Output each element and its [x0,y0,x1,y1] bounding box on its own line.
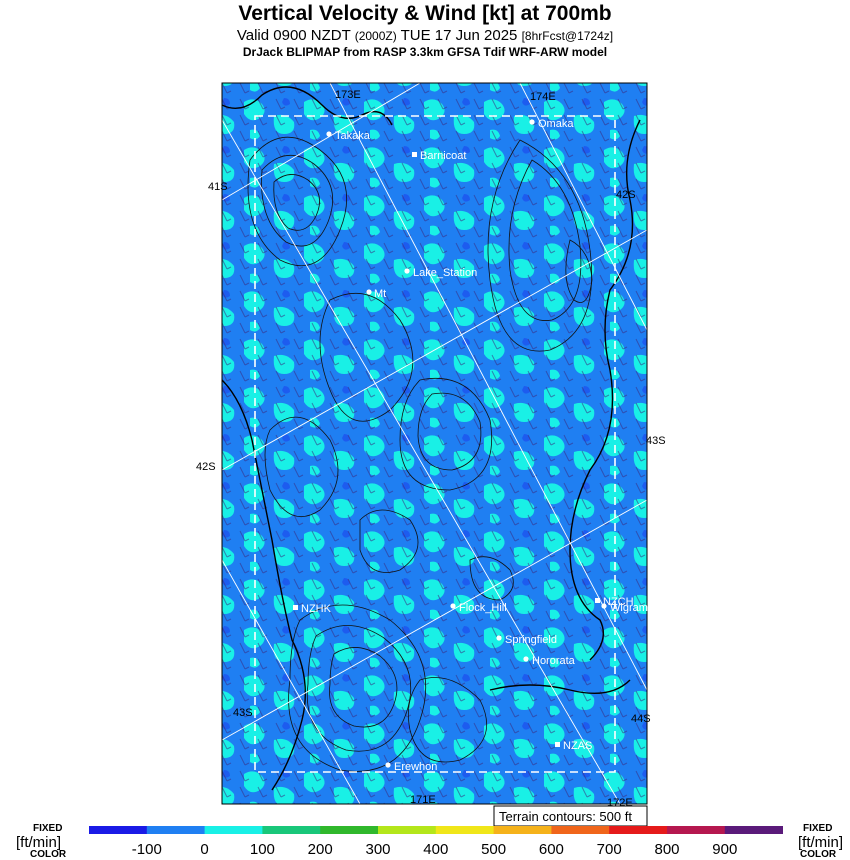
model-subtitle: DrJack BLIPMAP from RASP 3.3km GFSA Tdif… [242,45,608,59]
map-frame [221,82,648,805]
grid-label-43s-right: 43S [646,435,666,447]
colorbar-tick-label: 200 [308,841,333,858]
colorbar-tick-label: 800 [654,841,679,858]
colorbar-tick-label: 100 [250,841,275,858]
colorbar-tick-label: 700 [597,841,622,858]
valid-prefix: Valid 0900 NZDT [236,27,351,44]
colorbar-segment [89,826,148,834]
locations: Takaka Omaka Barnicoat Lake_Station Mt N… [293,118,648,773]
colorbar-segment [493,826,552,834]
location-nzas: NZAS [563,740,592,752]
colorbar-segment [667,826,726,834]
colorbar-tick-label: 0 [200,841,208,858]
colorbar-segment [435,826,494,834]
valid-time-line: Valid 0900 NZDT (2000Z) TUE 17 Jun 2025 … [0,27,850,44]
grid-label-41s: 41S [208,181,228,193]
grid-label-171e: 171E [410,794,436,806]
location-hororata: Hororata [532,655,576,667]
location-takaka: Takaka [335,130,371,142]
colorbar-tick-label: 600 [539,841,564,858]
units-label-left: [ft/min] [16,834,61,851]
colorbar-segment [378,826,437,834]
grid-label-44s: 44S [631,713,651,725]
fixed-label-left: FIXED [33,823,62,834]
grid-label-173e: 173E [335,89,361,101]
fixed-label-right: FIXED [803,823,832,834]
colorbar-segment [609,826,668,834]
grid-label-174e: 174E [530,91,556,103]
location-lake-station: Lake_Station [413,267,477,279]
velocity-field [222,83,647,804]
color-label-right: COLOR [800,849,837,860]
location-mt: Mt [374,288,386,300]
location-springfield: Springfield [505,634,557,646]
units-label-right: [ft/min] [798,834,843,851]
forecast-info: [8hrFcst@1724z] [521,29,614,43]
colorbar-tick-label: 300 [365,841,390,858]
colorbar-segment [320,826,379,834]
colorbar-tick-label: -100 [132,841,162,858]
grid-label-42s-left: 42S [196,461,216,473]
color-label-left: COLOR [30,849,67,860]
terrain-note: Terrain contours: 500 ft [499,809,632,824]
colorbar [89,826,783,834]
location-nzhk: NZHK [301,603,332,615]
colorbar-tick-label: 500 [481,841,506,858]
colorbar-ticks: -100 0 100 200 300 400 500 600 700 800 900 [132,841,738,858]
valid-utc: (2000Z) [354,29,397,43]
location-nzch: NZCH [603,596,634,608]
colorbar-segment [204,826,263,834]
inner-domain-box [254,115,616,773]
coastline [222,86,641,791]
valid-date: TUE 17 Jun 2025 [400,27,518,44]
grid-label-43s-left: 43S [233,707,253,719]
location-flock-hill: Flock_Hill [459,602,507,614]
location-erewhon: Erewhon [394,761,437,773]
colorbar-segment [724,826,783,834]
colorbar-segment [262,826,321,834]
graticule [222,83,647,804]
colorbar-tick-label: 900 [712,841,737,858]
location-wigram: Wigram [610,602,648,614]
colorbar-tick-label: 400 [423,841,448,858]
colorbar-segment [551,826,610,834]
grid-label-42s-right: 42S [616,189,636,201]
location-barnicoat: Barnicoat [420,150,466,162]
map-title: Vertical Velocity & Wind [kt] at 700mb [238,2,612,25]
terrain-contours [247,136,593,772]
location-omaka: Omaka [538,118,574,130]
colorbar-segment [146,826,205,834]
